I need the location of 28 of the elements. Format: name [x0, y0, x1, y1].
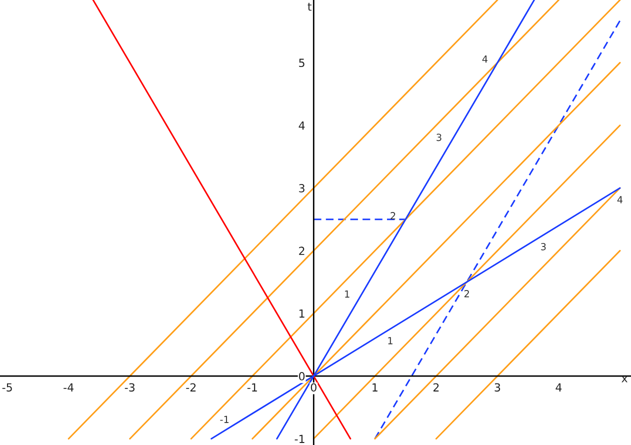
x-tick-label: -5 — [2, 383, 12, 392]
x-tick-label: 0 — [310, 383, 316, 392]
x-tick-label: -3 — [124, 383, 135, 392]
annotation: 4 — [482, 55, 488, 63]
annotation: 4 — [617, 196, 623, 204]
y-tick-label: 1 — [299, 310, 304, 318]
annotation: 2 — [464, 290, 469, 298]
annotation: 3 — [541, 243, 546, 250]
x-tick-label: -2 — [186, 383, 196, 392]
y-tick-label: 4 — [298, 121, 305, 130]
x-axis-title: x — [622, 376, 628, 382]
y-tick-label: 2 — [299, 246, 304, 255]
x-tick-label: -1 — [247, 383, 257, 392]
y-tick-label: 3 — [299, 184, 304, 192]
annotation: 3 — [436, 134, 442, 142]
y-axis-title: t — [308, 2, 312, 11]
annotation: 1 — [345, 290, 350, 298]
annotation: -1 — [220, 416, 229, 423]
x-tick-label: -4 — [64, 383, 74, 392]
y-tick-label: 5 — [299, 58, 304, 68]
x-tick-label: 3 — [494, 383, 500, 392]
annotation: 2 — [390, 212, 396, 220]
x-tick-label: 4 — [556, 383, 562, 392]
annotation: 1 — [388, 337, 392, 344]
y-tick-label: -1 — [294, 434, 304, 443]
y-tick-label: 0 — [298, 372, 305, 380]
x-tick-label: 2 — [433, 383, 439, 392]
x-tick-label: 1 — [372, 383, 378, 392]
